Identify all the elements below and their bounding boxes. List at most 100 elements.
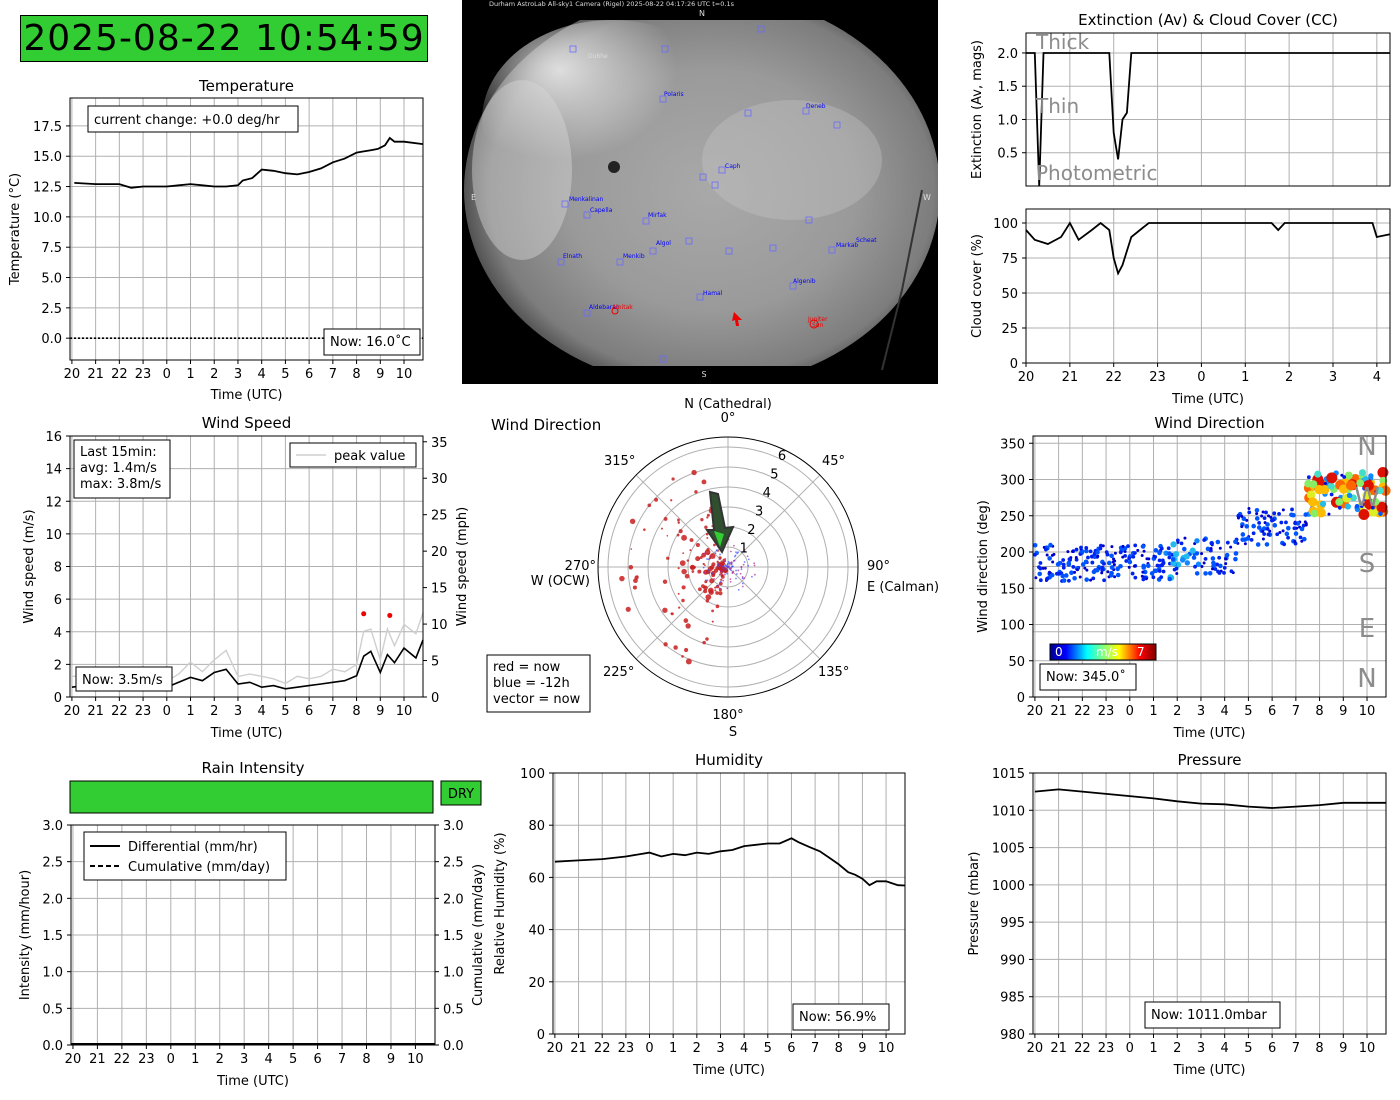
wind-polar-point-old xyxy=(728,562,731,565)
star-marker xyxy=(583,211,591,219)
wind-dir-point xyxy=(1260,514,1264,518)
wind-dir-point xyxy=(1233,551,1239,556)
wind-dir-point xyxy=(1247,510,1252,515)
wind-dir-point xyxy=(1045,553,1049,557)
humidity-xtick-label: 2 xyxy=(693,1041,701,1056)
humidity-xtick-label: 21 xyxy=(570,1041,587,1056)
wind-dir-point xyxy=(1132,551,1137,555)
wind-polar-point-now xyxy=(717,550,720,552)
wind-polar-point-old xyxy=(722,571,725,573)
star-marker xyxy=(711,181,719,189)
wind-dir-point xyxy=(1358,509,1370,521)
wind-polar-point-old xyxy=(713,578,715,580)
wind-dir-compass-label: N xyxy=(1357,432,1376,462)
wind-polar-point-old xyxy=(702,553,705,555)
wind-dir-point xyxy=(1323,482,1327,486)
wind-dir-point xyxy=(1157,558,1162,563)
wind-polar-point-now xyxy=(685,623,691,629)
star-marker xyxy=(769,244,777,252)
wind-polar-point-old xyxy=(737,588,740,591)
pressure-title: Pressure xyxy=(1177,751,1241,769)
wind-polar-point-old xyxy=(705,579,707,582)
cloud-xtick-label: 1 xyxy=(1241,370,1249,385)
wind-polar-point-old xyxy=(724,558,727,560)
wind-dir-point xyxy=(1127,556,1132,561)
wind-polar-rtick: 4 xyxy=(763,486,771,501)
wind-speed-ytick-label: 4 xyxy=(54,626,62,641)
wind-dir-point xyxy=(1112,563,1116,567)
wind-dir-point xyxy=(1071,549,1075,553)
wind-polar-point-now xyxy=(679,560,686,567)
wind-speed-xtick-label: 7 xyxy=(329,704,337,719)
wind-polar-point-now xyxy=(625,606,631,612)
wind-dir-ytick-label: 300 xyxy=(1000,474,1025,489)
wind-polar-point-now xyxy=(681,655,684,658)
rain-xtick-label: 10 xyxy=(407,1052,424,1067)
wind-speed-stats-line: avg: 1.4m/s xyxy=(80,461,157,476)
wind-polar-point-old xyxy=(742,563,745,566)
wind-polar-point-old xyxy=(721,565,724,568)
wind-polar-spoke xyxy=(727,474,821,568)
wind-dir-point xyxy=(1126,544,1130,549)
wind-dir-point xyxy=(1043,547,1048,552)
wind-dir-point xyxy=(1229,545,1233,549)
wind-dir-point xyxy=(1089,578,1093,582)
rain-cumulative-ytick-label: 1.5 xyxy=(443,929,464,944)
wind-dir-point xyxy=(1269,518,1274,523)
wind-dir-point xyxy=(1066,550,1070,554)
wind-dir-point xyxy=(1264,510,1268,515)
dome-edge xyxy=(881,189,923,371)
wind-dir-point xyxy=(1218,563,1223,569)
wind-dir-point xyxy=(1233,556,1238,562)
wind-speed-xtick-label: 2 xyxy=(210,704,218,719)
wind-dir-point xyxy=(1033,552,1037,557)
wind-polar-point-now xyxy=(721,561,726,566)
humidity-xlabel: Time (UTC) xyxy=(692,1063,765,1078)
wind-polar-point-old xyxy=(714,552,717,555)
wind-dir-point xyxy=(1337,505,1342,510)
wind-dir-point xyxy=(1095,550,1100,555)
wind-speed-max-point xyxy=(361,611,367,617)
wind-polar-point-now xyxy=(705,594,712,601)
wind-dir-point xyxy=(1261,529,1265,533)
wind-speed-max-point xyxy=(387,612,393,618)
humidity-xtick-label: 20 xyxy=(547,1041,564,1056)
wind-polar-point-now xyxy=(716,560,719,564)
humidity-ytick-label: 40 xyxy=(528,924,545,939)
wind-dir-point xyxy=(1278,530,1282,534)
wind-polar-point-now xyxy=(704,580,708,584)
wind-dir-point xyxy=(1225,540,1230,545)
wind-dir-point xyxy=(1157,569,1162,573)
allsky-header: Durham AstroLab All-sky1 Camera (Rigel) … xyxy=(489,0,735,8)
wind-dir-point xyxy=(1309,480,1318,489)
wind-dir-point xyxy=(1133,575,1138,580)
wind-dir-point xyxy=(1084,577,1089,582)
wind-dir-point xyxy=(1224,562,1228,566)
wind-dir-point xyxy=(1061,562,1066,567)
wind-polar-point-now xyxy=(684,647,689,653)
wind-polar-point-old xyxy=(733,559,735,562)
wind-speed-ytick-label: 8 xyxy=(54,561,62,576)
wind-polar-point-now xyxy=(685,658,692,665)
cloud-ylabel: Cloud cover (%) xyxy=(970,234,985,338)
wind-dir-point xyxy=(1257,520,1262,525)
extinction-ytick-label: 2.0 xyxy=(997,47,1018,62)
star-marker xyxy=(828,246,836,254)
wind-dir-point xyxy=(1378,511,1383,517)
wind-dir-point xyxy=(1298,535,1303,540)
rain-legend-label: Cumulative (mm/day) xyxy=(128,860,270,875)
wind-dir-xtick-label: 9 xyxy=(1339,704,1347,719)
pressure-ytick-label: 1005 xyxy=(992,842,1025,857)
wind-polar-rtick: 3 xyxy=(755,505,763,520)
wind-polar-point-old xyxy=(737,551,740,554)
wind-dir-point xyxy=(1269,515,1273,519)
wind-polar-point-old xyxy=(746,555,749,558)
wind-dir-now-box xyxy=(1039,663,1137,691)
wind-polar-point-old xyxy=(730,562,733,565)
wind-dir-xtick-label: 6 xyxy=(1268,704,1276,719)
rain-ytick-label: 1.5 xyxy=(42,929,63,944)
temperature-ylabel: Temperature (°C) xyxy=(8,173,23,286)
temperature-note-box xyxy=(87,105,299,133)
temperature-xlabel: Time (UTC) xyxy=(210,388,283,403)
humidity-xtick-label: 6 xyxy=(787,1041,795,1056)
